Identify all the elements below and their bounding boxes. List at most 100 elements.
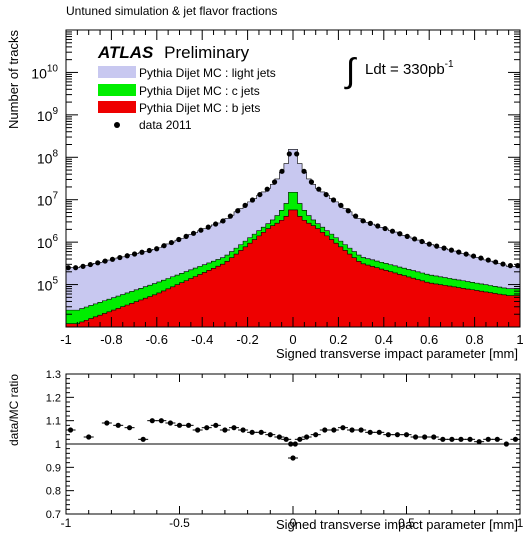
legend-swatch-bottom — [98, 101, 136, 113]
ratio-axes: -1 -0.5 0 0.5 1 0.7 0.8 0.9 1 1.1 1.2 1.3 — [46, 369, 524, 530]
ratio-point — [394, 432, 401, 438]
ratio-y-tick-label: 0.7 — [46, 509, 61, 521]
data-point — [338, 202, 344, 208]
ratio-point — [115, 422, 121, 428]
data-point — [382, 225, 388, 232]
y-tick-exponent: 8 — [52, 148, 58, 159]
y-tick-exponent: 5 — [52, 276, 58, 287]
data-point — [146, 247, 152, 254]
ratio-point — [385, 432, 391, 438]
legend-label-bottom: Pythia Dijet MC : b jets — [139, 101, 260, 115]
ratio-y-axis-label: data/MC ratio — [7, 374, 21, 446]
ratio-point — [485, 436, 491, 442]
y-tick-base: 10 — [31, 65, 47, 81]
data-point — [264, 186, 270, 192]
data-point — [198, 227, 204, 233]
x-tick-label: 1 — [516, 332, 523, 347]
data-point — [235, 208, 241, 214]
data-point — [220, 218, 226, 224]
y-tick-base: 10 — [37, 193, 53, 209]
ratio-y-tick-label: 0.8 — [46, 486, 61, 498]
data-point — [286, 151, 292, 157]
y-tick-base: 10 — [37, 235, 53, 251]
data-point — [507, 263, 513, 269]
ratio-y-tick-label: 1.1 — [46, 416, 61, 428]
x-tick-label: 0.2 — [329, 332, 347, 347]
main-plot: -1 -0.8 -0.6 -0.4 -0.2 0 0.2 0.4 0.6 0.8 110510610… — [6, 29, 524, 361]
data-point — [109, 256, 116, 262]
data-point — [257, 191, 263, 198]
data-point — [500, 261, 506, 267]
y-tick-label: 107 — [37, 191, 59, 209]
data-point — [168, 239, 175, 246]
ratio-point — [140, 436, 146, 442]
y-tick-label: 106 — [37, 233, 59, 251]
ratio-point — [503, 441, 509, 447]
lumi-text: Ldt = 330pb — [365, 61, 445, 78]
data-point — [463, 251, 469, 257]
ratio-point — [449, 436, 455, 442]
data-point — [65, 265, 71, 271]
data-point — [330, 197, 337, 203]
x-tick-label: 0.6 — [420, 332, 438, 347]
data-point — [345, 208, 351, 214]
ratio-point — [376, 429, 382, 435]
x-tick-label: 0.8 — [466, 332, 484, 347]
data-point — [353, 213, 359, 219]
data-point — [323, 191, 329, 198]
data-point — [316, 186, 322, 192]
y-tick-label: 108 — [37, 148, 59, 166]
legend-label-light: Pythia Dijet MC : light jets — [139, 66, 276, 80]
data-point — [73, 265, 79, 271]
main-axes: -1 -0.8 -0.6 -0.4 -0.2 0 0.2 0.4 0.6 0.8 110510610… — [31, 30, 524, 347]
data-point — [493, 259, 499, 265]
lumi-integral: ∫ — [344, 52, 357, 90]
data-point — [80, 263, 86, 269]
data-point — [375, 223, 381, 229]
ratio-points — [65, 418, 521, 461]
data-point — [95, 260, 101, 266]
ratio-point — [222, 427, 228, 433]
data-point — [242, 202, 248, 208]
data-point — [271, 179, 278, 185]
x-tick-label: 0 — [289, 332, 296, 347]
x-axis-label: Signed transverse impact parameter [mm] — [276, 346, 518, 361]
data-point — [131, 251, 138, 257]
atlas-label: ATLAS Preliminary — [97, 43, 250, 62]
data-point — [102, 258, 108, 264]
preliminary-word: Preliminary — [164, 43, 250, 62]
x-tick-label: -0.8 — [100, 332, 122, 347]
data-point — [227, 213, 233, 219]
ratio-point — [158, 418, 164, 424]
data-point — [441, 245, 447, 251]
data-point — [404, 233, 410, 239]
data-point — [426, 241, 432, 247]
ratio-point — [458, 436, 464, 442]
data-point — [485, 257, 491, 263]
ratio-y-tick-label: 0.9 — [46, 462, 61, 474]
ratio-y-tick-label: 1.2 — [46, 392, 61, 404]
x-tick-label: -0.2 — [236, 332, 258, 347]
ratio-point — [167, 420, 174, 426]
ratio-point — [104, 420, 110, 426]
y-tick-exponent: 6 — [52, 233, 58, 244]
stack-fills — [65, 149, 521, 328]
ratio-point — [204, 425, 210, 431]
legend-swatch-light — [98, 66, 136, 78]
ratio-point — [440, 436, 446, 442]
ratio-point — [185, 422, 192, 428]
ratio-point — [213, 422, 219, 428]
data-point — [117, 254, 123, 261]
header-title: Untuned simulation & jet flavor fraction… — [66, 4, 277, 18]
ratio-y-tick-label: 1 — [55, 439, 61, 451]
y-tick-exponent: 7 — [52, 191, 58, 202]
ratio-point — [195, 427, 201, 433]
ratio-point — [240, 427, 246, 433]
ratio-point — [367, 429, 373, 435]
y-tick-label: 1010 — [31, 63, 58, 81]
y-tick-exponent: 9 — [52, 106, 58, 117]
ratio-point — [290, 455, 296, 461]
data-point — [470, 253, 477, 259]
ratio-point — [512, 436, 519, 442]
ratio-plot: -1 -0.5 0 0.5 1 0.7 0.8 0.9 1 1.1 1.2 1.3 Signed tr… — [7, 369, 524, 532]
